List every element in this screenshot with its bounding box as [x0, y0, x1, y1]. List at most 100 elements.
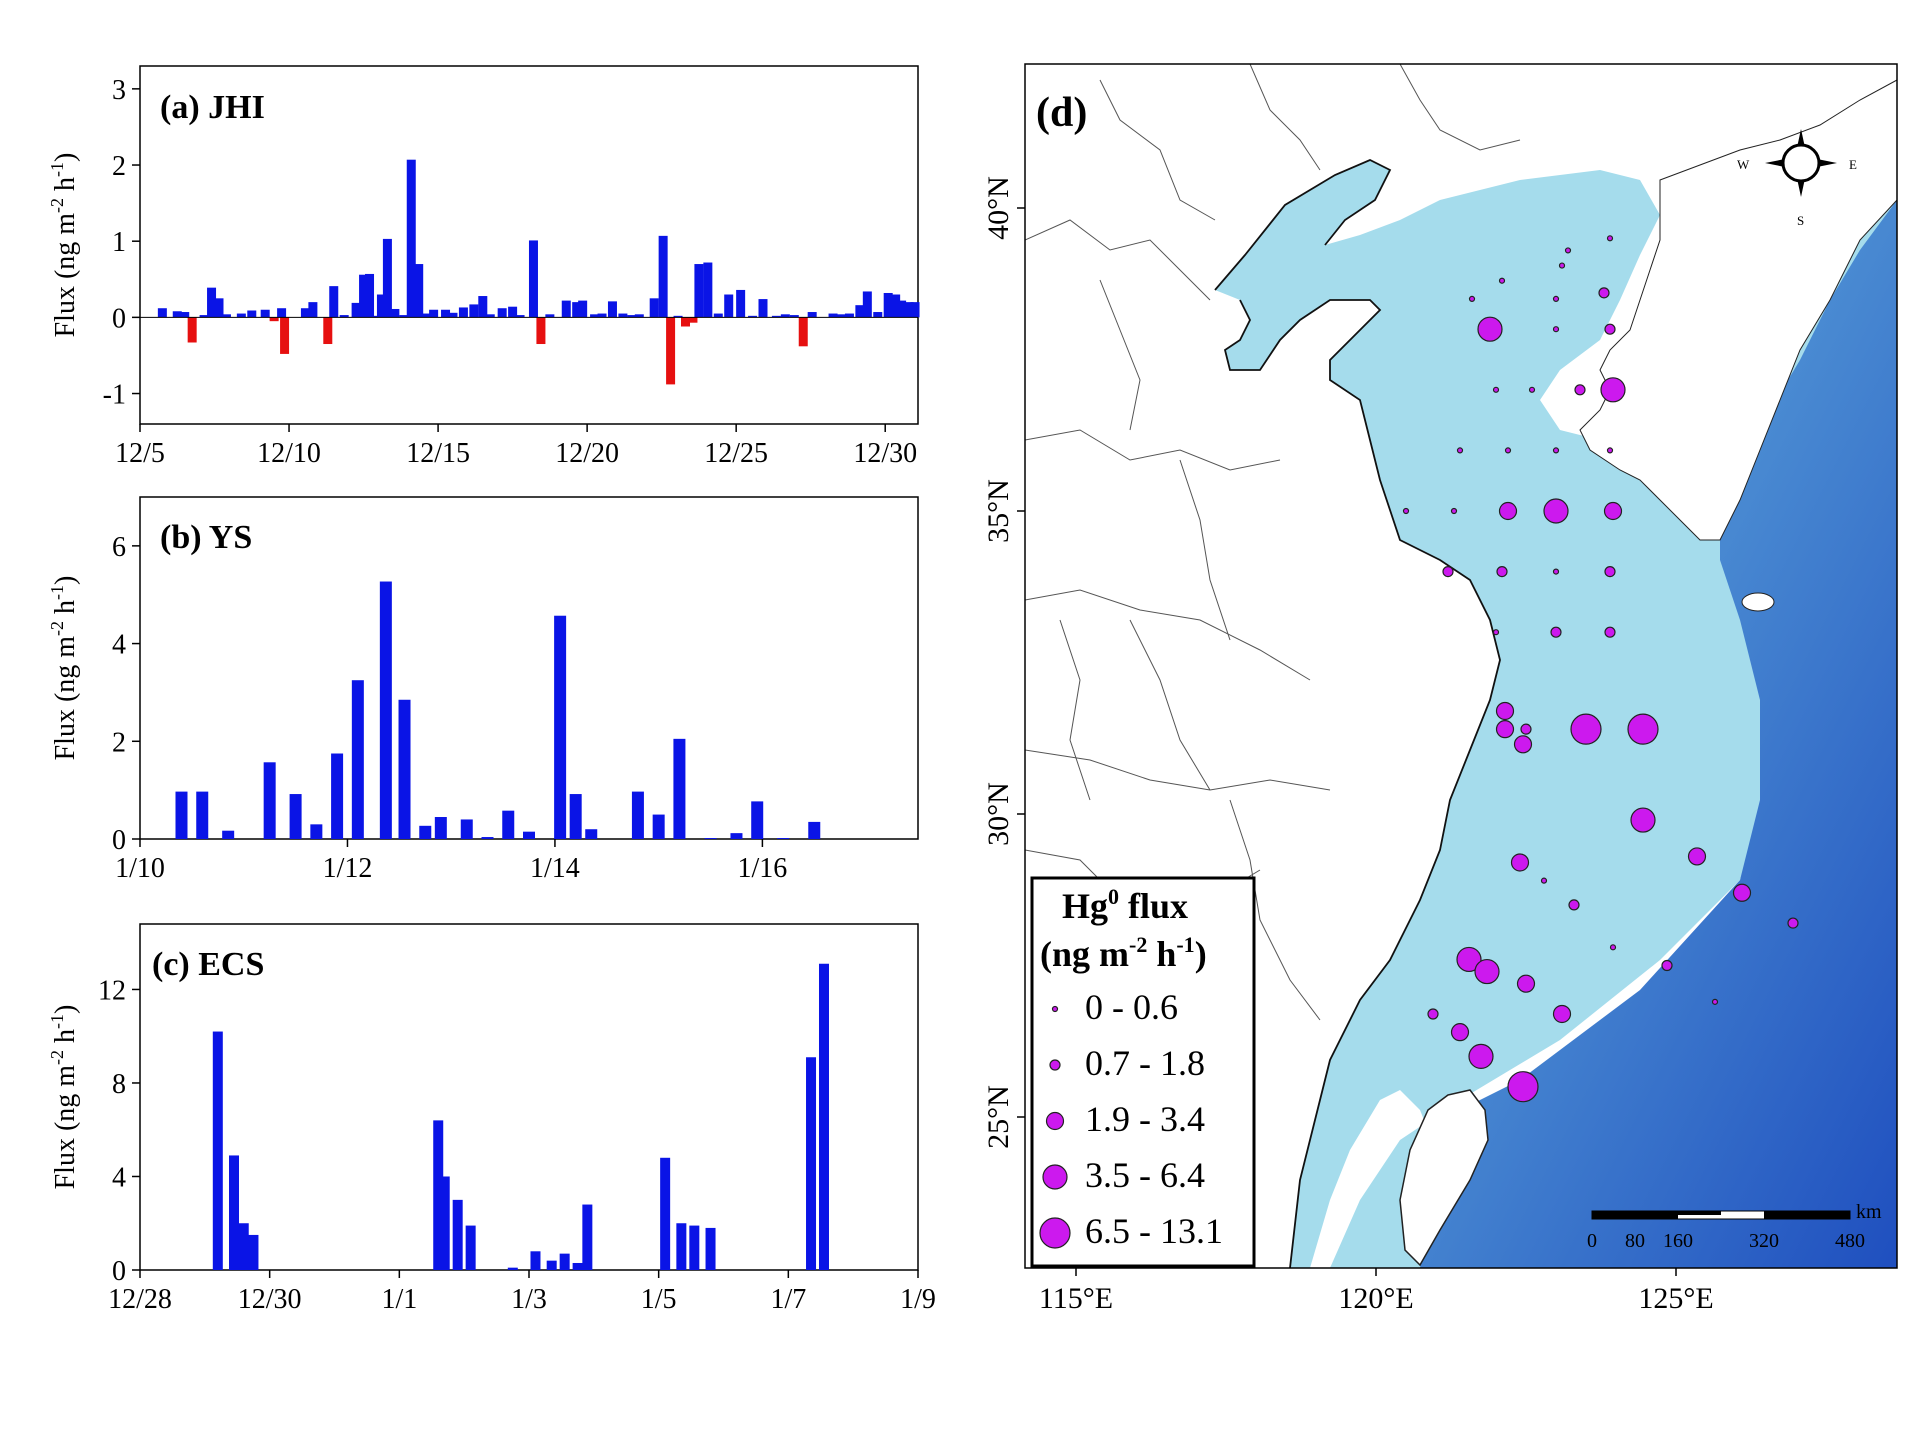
legend-label: 1.9 - 3.4 [1085, 1099, 1205, 1139]
panel-b-bars [175, 581, 821, 839]
panel-b-y-axis-label: Flux (ng m-2 h-1) [47, 576, 81, 761]
station-marker [1604, 626, 1616, 638]
panel-b-bar [502, 810, 515, 839]
station-marker [1552, 1004, 1572, 1024]
station-marker [1528, 386, 1536, 393]
station-marker [1552, 326, 1560, 333]
station-marker [1513, 735, 1533, 754]
station-marker [1442, 565, 1454, 578]
panel-c-bar [465, 1225, 476, 1270]
panel-a-y-tick-label: 3 [112, 75, 126, 106]
panel-a-bar [414, 264, 424, 318]
panel-b-bar [777, 838, 790, 839]
panel-c-x-tick-label: 12/28 [108, 1284, 172, 1315]
panel-a-bar [172, 311, 182, 318]
panel-a-bar [688, 317, 698, 323]
station-marker [1540, 877, 1548, 884]
panel-b-y-ticks: 6 4 2 0 [112, 532, 140, 856]
panel-b-y-tick-label: 2 [112, 727, 126, 758]
panel-a-bar [658, 235, 668, 318]
scale-bar-labels: 0 80 160 320 480 [1587, 1230, 1865, 1252]
taiwan-land [1399, 1089, 1489, 1267]
station-marker [1474, 958, 1500, 985]
map-lat-tick-label: 35°N [982, 479, 1015, 543]
map-lat-tick-label: 30°N [982, 782, 1015, 846]
panel-a-bar [758, 299, 768, 318]
panel-a-x-tick-label: 12/20 [555, 438, 619, 469]
panel-a-x-ticks: 12/5 12/10 12/15 12/20 12/25 12/30 [115, 424, 917, 469]
panel-c-x-tick-label: 1/9 [900, 1284, 936, 1315]
panel-b-bar [263, 762, 276, 839]
panel-c-x-tick-label: 1/7 [770, 1284, 806, 1315]
panel-b-y-tick-label: 4 [112, 630, 126, 661]
panel-a-bar [280, 317, 290, 354]
panel-a-bar [269, 317, 279, 322]
panel-b-bar [751, 801, 764, 839]
panel-a-bar [910, 302, 920, 318]
panel-a-bar [673, 315, 683, 318]
panel-a-bar [904, 302, 914, 318]
panel-b-x-tick-label: 1/12 [323, 853, 373, 884]
panel-c-bar [572, 1262, 583, 1270]
panel-a-bar [508, 306, 518, 318]
panel-c-bar [229, 1155, 240, 1270]
station-marker [1604, 565, 1616, 578]
panel-b-x-tick-label: 1/16 [738, 853, 788, 884]
panel-a-bar [807, 312, 817, 318]
panel-a-bar [634, 314, 644, 318]
panel-a-bar [221, 314, 231, 318]
panel-b-bar [554, 615, 567, 839]
station-marker [1498, 277, 1506, 284]
scale-bar-label: 80 [1625, 1230, 1645, 1252]
panel-c-bar [818, 963, 829, 1270]
panel-a-bar [873, 312, 883, 318]
panel-a-bar [300, 308, 310, 318]
panel-b-bar [289, 794, 302, 839]
panel-a-bar [597, 313, 607, 318]
panel-c-x-tick-label: 1/5 [641, 1284, 677, 1315]
panel-a-bar [260, 309, 270, 318]
panel-a-bar [429, 309, 439, 318]
panel-a-bar [748, 315, 758, 318]
panel-b-bar [434, 817, 447, 839]
panel-c-bar [212, 1031, 223, 1270]
panel-c-y-ticks: 12 8 4 0 [98, 975, 140, 1287]
station-marker [1564, 247, 1572, 254]
panel-a-bar [478, 296, 488, 318]
panel-b-bar [730, 833, 743, 839]
panel-c-bar [546, 1260, 557, 1270]
station-marker [1468, 1043, 1494, 1070]
panel-b-bar [351, 680, 364, 839]
map-lon-tick-label: 120°E [1338, 1282, 1413, 1315]
map-lat-tick-label: 25°N [982, 1085, 1015, 1149]
panel-a-bar [862, 291, 872, 318]
panel-a-bar [390, 308, 400, 318]
legend-label: 0 - 0.6 [1085, 987, 1178, 1027]
map-legend: Hg0 flux (ng m-2 h-1) 0 - 0.6 0.7 - 1.8 1.… [1030, 876, 1256, 1268]
panel-c-x-tick-label: 12/30 [238, 1284, 302, 1315]
panel-a-bar [399, 315, 409, 318]
panel-a-bar [441, 309, 451, 318]
panel-a-x-tick-label: 12/10 [257, 438, 321, 469]
panel-a-bar [458, 307, 468, 318]
panel-a-bar [214, 298, 224, 318]
panel-a-bar [536, 317, 546, 345]
station-marker [1450, 507, 1458, 515]
panel-a-bar [835, 314, 845, 318]
station-marker [1568, 899, 1580, 911]
scale-bar-label: 480 [1835, 1230, 1865, 1252]
station-markers [1402, 235, 1799, 1103]
panel-b-bar [310, 824, 323, 839]
station-marker [1402, 507, 1410, 515]
station-marker [1552, 447, 1560, 454]
map-frame [1024, 63, 1898, 1269]
station-marker [1495, 701, 1515, 721]
compass-south-label: S [1797, 213, 1804, 228]
station-marker [1456, 946, 1482, 973]
panel-c-y-tick-label: 12 [98, 975, 126, 1006]
panel-b-y-label-text: Flux (ng m-2 h-1) [47, 576, 81, 761]
panel-a-y-label-text: Flux (ng m-2 h-1) [47, 153, 81, 338]
panel-b-x-tick-label: 1/10 [115, 853, 165, 884]
station-marker [1661, 959, 1673, 972]
